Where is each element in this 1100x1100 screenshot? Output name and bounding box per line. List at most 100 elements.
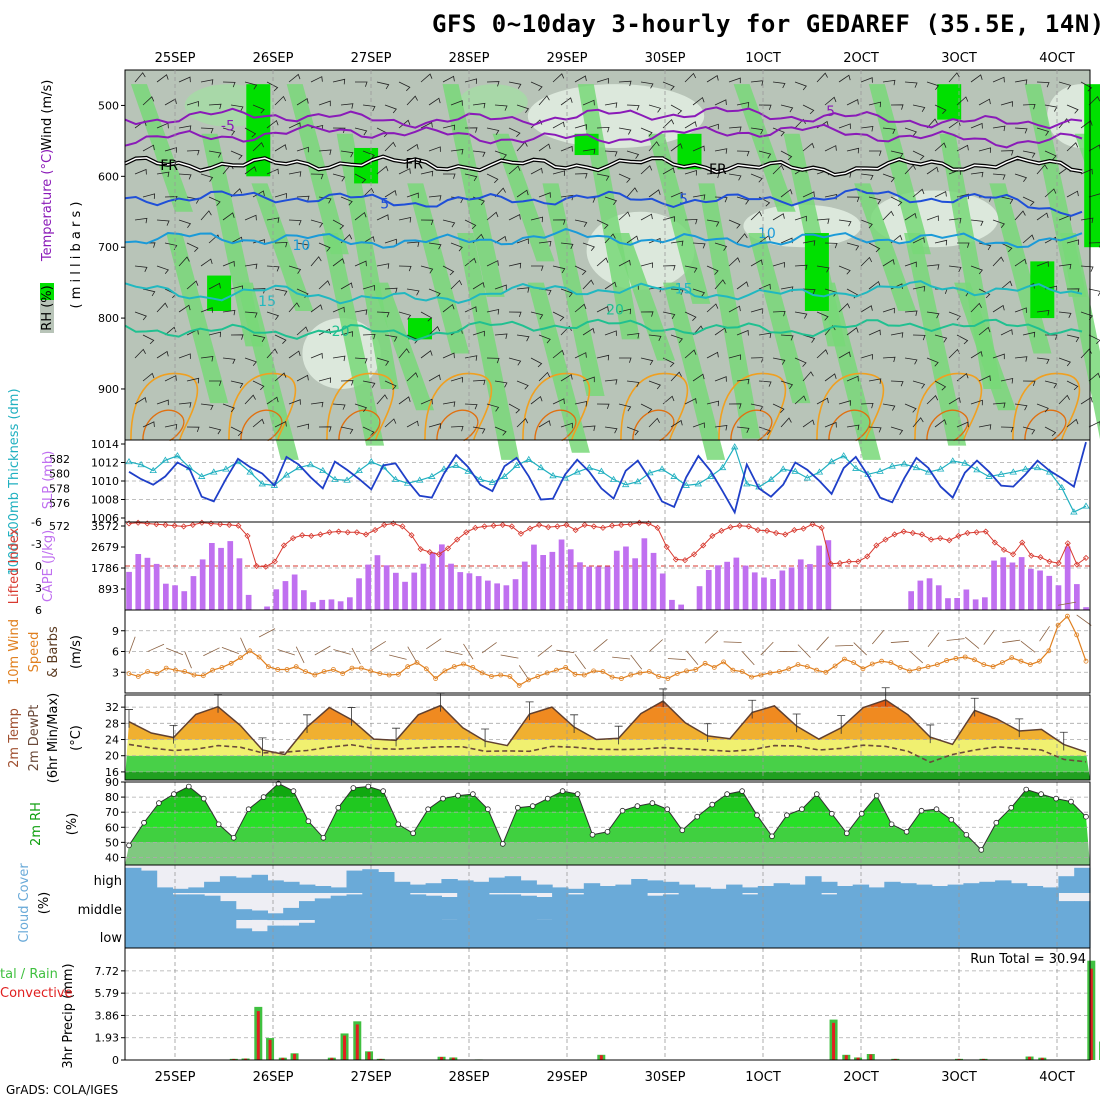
lifted-index-marker — [654, 524, 661, 531]
precip-convective-bar — [343, 1035, 347, 1060]
cloud-bar-middle — [757, 893, 775, 920]
cloud-bar-high — [931, 886, 949, 893]
lifted-index-line — [128, 522, 1087, 568]
cloud-bar-middle — [156, 893, 173, 920]
wind-barb — [692, 288, 706, 297]
wind-barb — [384, 334, 398, 342]
wind-barb — [838, 351, 851, 359]
thickness-marker — [549, 472, 557, 479]
rh-marker — [978, 847, 985, 853]
wind10-marker — [600, 669, 606, 674]
wind-barb — [640, 262, 654, 268]
wind-barb — [222, 212, 235, 221]
wind-barb — [310, 352, 323, 359]
wind10-marker — [321, 669, 327, 674]
temp-contour-30 — [228, 372, 297, 441]
rh-marker — [873, 792, 880, 799]
lifted-index-marker — [189, 521, 196, 528]
cape-bar — [567, 549, 574, 610]
wind-barb — [552, 349, 565, 359]
wind-barb — [134, 311, 147, 321]
wind-barb — [398, 396, 411, 405]
wind-barb — [508, 81, 522, 89]
cloud-bar-low — [457, 920, 474, 948]
wind-barb — [230, 150, 243, 160]
wind10-marker — [581, 672, 587, 678]
cloud-bar-high — [599, 886, 616, 893]
cloud-bar-low — [694, 920, 711, 948]
wind10-marker — [275, 667, 281, 672]
cloud-level-middle: middle — [78, 903, 122, 918]
thickness-tick-label: 576 — [49, 497, 70, 510]
rh-marker — [858, 810, 865, 817]
wind-barb — [428, 288, 441, 298]
rh-marker — [963, 831, 970, 838]
cloud-bar-high — [916, 884, 933, 893]
wind-barb — [450, 242, 463, 252]
rh-marker — [260, 794, 267, 800]
wind10-marker — [907, 668, 912, 674]
wind-barb — [1080, 81, 1093, 92]
wind-barb — [904, 261, 917, 268]
wind-barb — [310, 173, 324, 180]
wind-barb — [252, 190, 265, 198]
wind10-marker — [888, 660, 894, 665]
cape-bar — [549, 551, 556, 610]
wind-barb — [266, 81, 279, 92]
wind-barb — [428, 374, 441, 382]
cloud-bar-middle — [235, 909, 253, 920]
cloud-bar-low — [140, 920, 158, 948]
wind-barb — [1014, 173, 1028, 182]
thickness-marker — [476, 475, 485, 482]
contour-label: 20 — [332, 324, 350, 340]
wind-barb — [230, 426, 243, 437]
wind-barb — [1022, 380, 1036, 387]
wind10-marker — [219, 665, 225, 670]
wind-barb — [714, 148, 728, 154]
rh-dark-patch — [1084, 84, 1100, 248]
wind10-marker — [758, 672, 764, 678]
temp-minmax-bar — [1015, 718, 1024, 738]
wind-barb — [956, 193, 970, 200]
wind-barb — [538, 192, 551, 198]
temp-tick-label: 20 — [105, 750, 119, 763]
thickness-marker — [718, 463, 727, 471]
wind-barb — [318, 149, 332, 155]
lifted-index-marker — [390, 520, 397, 527]
wind-barb — [1044, 150, 1057, 160]
wind-barb — [1014, 210, 1026, 221]
temp-minmax-bar — [792, 713, 801, 733]
lifted-index-marker — [873, 542, 880, 549]
wind-barb — [794, 215, 807, 222]
lifted-index-marker — [1073, 561, 1080, 568]
wind-barb — [684, 397, 697, 405]
wind-barb — [450, 149, 464, 155]
wind-barb — [1058, 357, 1071, 367]
wind10-marker — [823, 669, 829, 675]
cloud-bar-low — [963, 920, 980, 948]
wind-barb — [992, 353, 1005, 360]
wind-barb — [574, 75, 587, 83]
wind-barb — [882, 79, 896, 86]
cloud-bar-middle — [409, 894, 427, 920]
rh-streak — [371, 282, 435, 411]
wind-barb — [1058, 311, 1072, 318]
wind-barb — [758, 235, 771, 244]
wind-barb — [384, 287, 398, 294]
wind-barb — [266, 396, 279, 405]
cloud-bar-high — [615, 884, 632, 893]
cloud-bar-low — [441, 920, 458, 948]
cloud-bar-low — [204, 920, 221, 948]
wind-barb — [714, 376, 727, 382]
lifted-index-marker — [517, 530, 524, 537]
cape-bar — [604, 566, 611, 610]
wind10-marker — [981, 662, 987, 667]
cloud-bar-low — [504, 920, 522, 948]
lifted-index-marker — [973, 529, 980, 536]
cloud-bar-high — [188, 887, 205, 893]
lifted-index-marker — [362, 531, 370, 538]
wind-barb — [156, 350, 169, 359]
wind-barb — [200, 173, 214, 182]
wind10-marker — [368, 668, 374, 674]
wind-barb — [890, 234, 903, 244]
